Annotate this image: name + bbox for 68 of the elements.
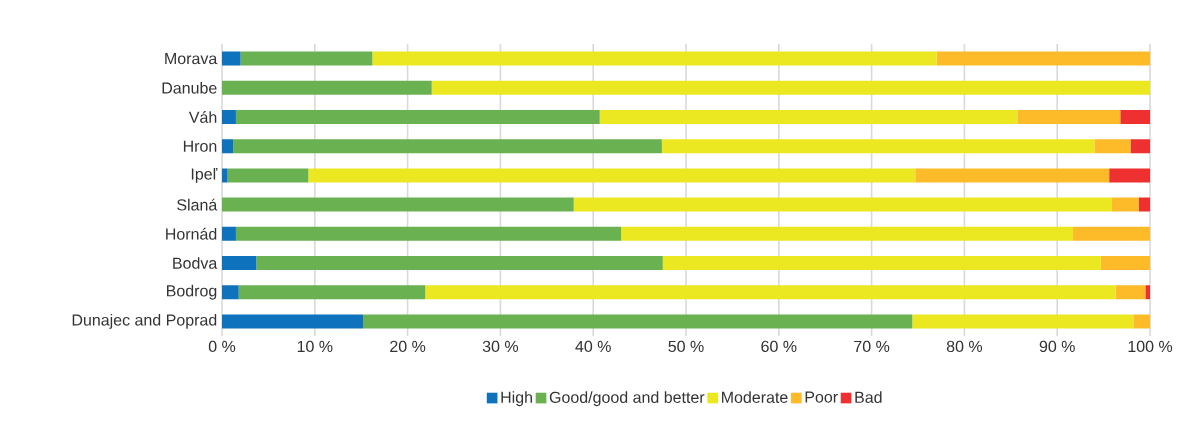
- x-tick-label: 70 %: [854, 340, 890, 353]
- bar: [936, 51, 1151, 66]
- bar: [1072, 226, 1151, 241]
- y-tick-label: Morava: [165, 53, 218, 65]
- bar: [915, 168, 1110, 183]
- bar: [661, 139, 1095, 154]
- bar: [372, 51, 937, 66]
- y-tick-label: Dunajec and Poprad: [72, 313, 217, 329]
- bar: [1100, 256, 1151, 270]
- bar: [222, 226, 236, 241]
- x-tick-label: 20 %: [390, 340, 426, 353]
- legend-label: High: [501, 391, 532, 407]
- bar: [235, 226, 622, 241]
- bar: [1145, 285, 1151, 300]
- bar: [222, 285, 239, 300]
- bar: [227, 168, 309, 183]
- bar: [222, 314, 364, 329]
- legend-label: Poor: [805, 391, 838, 403]
- bar: [222, 256, 257, 270]
- bar: [240, 51, 373, 66]
- x-tick-label: 90 %: [1039, 340, 1075, 353]
- bar: [222, 139, 234, 154]
- y-tick-label: Ipeľ: [191, 167, 218, 183]
- bar: [621, 226, 1073, 241]
- bar: [222, 168, 228, 183]
- bar: [1111, 197, 1139, 212]
- bar: [431, 80, 1151, 95]
- bar: [1109, 168, 1151, 183]
- bar: [238, 285, 426, 300]
- bar: [233, 139, 662, 154]
- x-tick-label: 10 %: [297, 340, 333, 353]
- bar: [912, 314, 1134, 329]
- y-tick-label: Hornád: [166, 227, 217, 240]
- bar: [222, 197, 574, 212]
- y-tick-label: Slaná: [177, 198, 218, 211]
- bar: [1120, 110, 1151, 125]
- bar: [425, 285, 1116, 300]
- y-tick-label: Danube: [162, 81, 217, 94]
- x-tick-label: 30 %: [482, 340, 519, 353]
- bar: [1133, 314, 1151, 329]
- x-tick-label: 50 %: [668, 340, 704, 353]
- x-tick-label: 40 %: [575, 340, 611, 353]
- bar: [363, 314, 913, 329]
- legend-label: Bad: [855, 391, 882, 403]
- bar: [599, 110, 1018, 125]
- bar: [222, 80, 432, 95]
- bar: [1130, 139, 1151, 154]
- x-tick-label: 0 %: [208, 340, 236, 353]
- legend-label: Good/good and better: [549, 391, 705, 407]
- bar: [573, 197, 1112, 212]
- bar: [308, 168, 916, 183]
- bar: [222, 51, 241, 66]
- x-tick-label: 60 %: [761, 340, 797, 353]
- y-tick-label: Hron: [183, 140, 217, 152]
- bar: [1094, 139, 1131, 154]
- bar: [222, 110, 236, 125]
- bar: [1115, 285, 1146, 300]
- bar: [1138, 197, 1151, 212]
- x-tick-label: 80 %: [946, 340, 983, 353]
- bar: [662, 256, 1101, 270]
- bar: [1017, 110, 1121, 125]
- legend-label: Moderate: [722, 391, 788, 403]
- bar: [235, 110, 600, 125]
- bar: [256, 256, 663, 270]
- y-tick-label: Bodrog: [167, 284, 217, 300]
- y-tick-label: Váh: [188, 111, 217, 123]
- y-tick-label: Bodva: [173, 257, 218, 269]
- x-tick-label: 100 %: [1128, 340, 1173, 353]
